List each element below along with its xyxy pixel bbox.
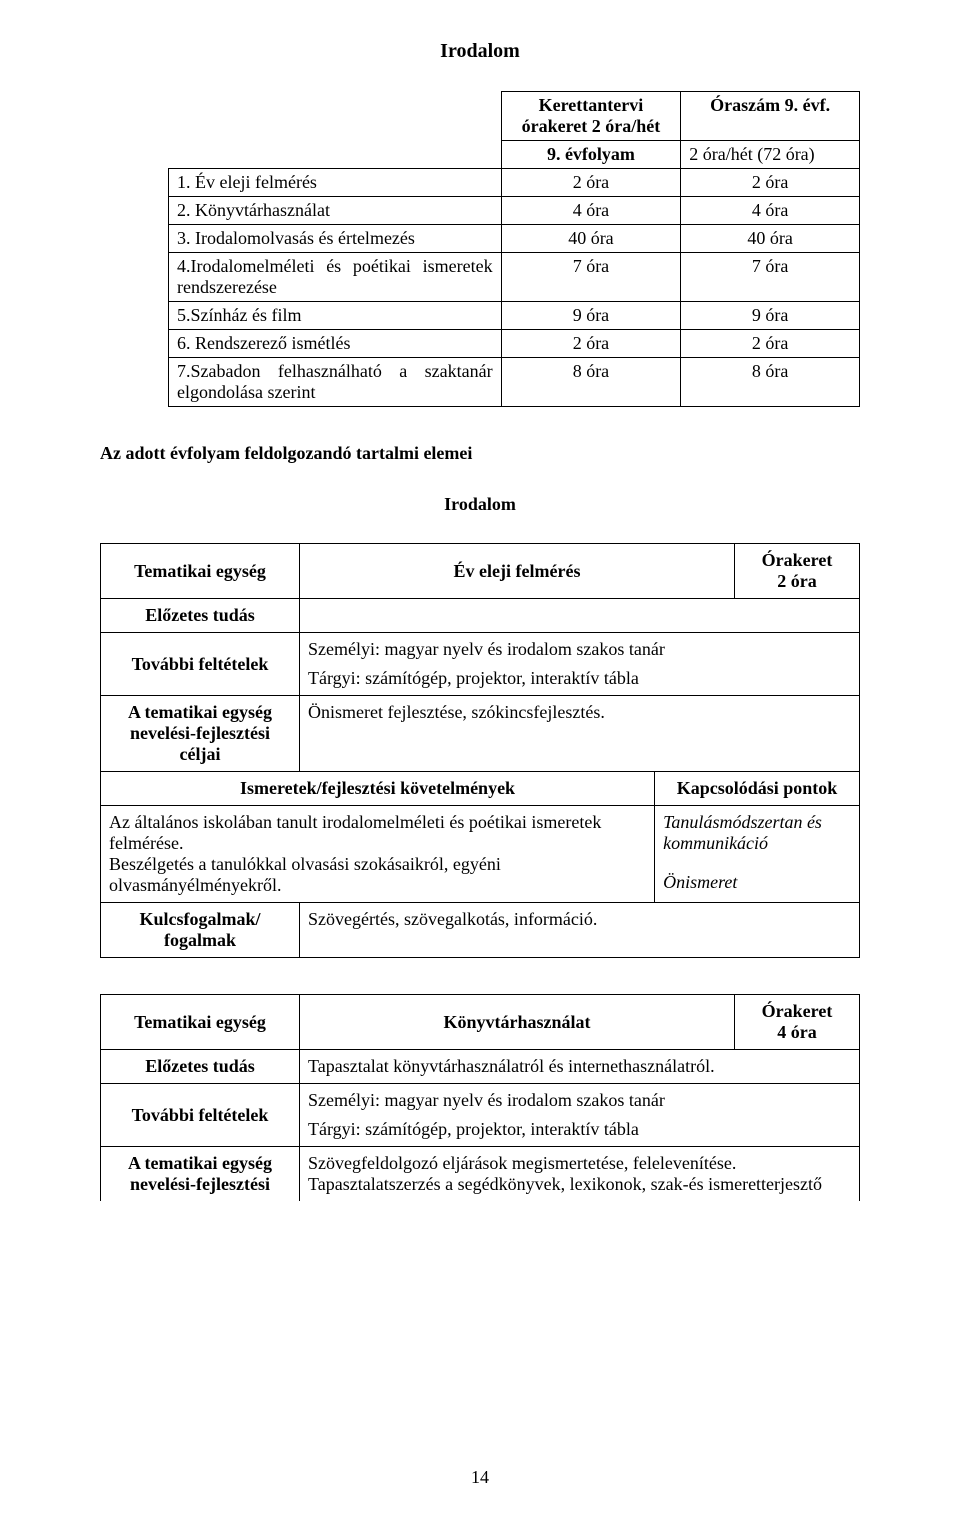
kulcs-value: Szövegértés, szövegalkotás, információ. [300,903,860,958]
requirements-header: Ismeretek/fejlesztési követelmények [101,772,655,806]
table-row: Tematikai egység Könyvtárhasználat Órake… [101,995,860,1050]
elozetes-label: Előzetes tudás [101,1050,300,1084]
row-label: 1. Év eleji felmérés [169,169,502,197]
table-row: Előzetes tudás Tapasztalat könyvtárhaszn… [101,1050,860,1084]
unit-table-1: Tematikai egység Év eleji felmérés Órake… [100,543,860,958]
kapcsolodasi-header: Kapcsolódási pontok [655,772,860,806]
row-col-a: 4 óra [501,197,681,225]
elozetes-value: Tapasztalat könyvtárhasználatról és inte… [300,1050,860,1084]
row-col-b: 7 óra [681,253,860,302]
header-line: órakeret 2 óra/hét [522,116,661,136]
row-label: 3. Irodalomolvasás és értelmezés [169,225,502,253]
row-label: 2. Könyvtárhasználat [169,197,502,225]
tematikai-label: Tematikai egység [101,544,300,599]
tovabbi-label: További feltételek [101,1084,300,1147]
text-line: Az általános iskolában tanult irodalomel… [109,812,601,853]
tematikai-value: Év eleji felmérés [300,544,735,599]
table-row: 1. Év eleji felmérés2 óra2 óra [169,169,860,197]
celjai-value: Önismeret fejlesztése, szókincsfejleszté… [300,696,860,772]
requirements-body: Az általános iskolában tanult irodalomel… [101,806,655,903]
row-col-a: 8 óra [501,358,681,407]
text-line: Személyi: magyar nyelv és irodalom szako… [308,1090,851,1111]
table-row: A tematikai egység nevelési-fejlesztési … [101,1147,860,1202]
table-row: Kulcsfogalmak/ fogalmak Szövegértés, szö… [101,903,860,958]
table-row: 2. Könyvtárhasználat4 óra4 óra [169,197,860,225]
table-row: 6. Rendszerező ismétlés2 óra2 óra [169,330,860,358]
row-col-a: 2 óra [501,169,681,197]
orakeret-cell: Órakeret 4 óra [735,995,860,1050]
text-line: Tárgyi: számítógép, projektor, interaktí… [308,1119,851,1140]
text-line: Beszélgetés a tanulókkal olvasási szokás… [109,854,501,895]
table-row: Ismeretek/fejlesztési követelmények Kapc… [101,772,860,806]
row-col-b: 2 óra [681,330,860,358]
celjai-label: A tematikai egység nevelési-fejlesztési [101,1147,300,1202]
tematikai-label: Tematikai egység [101,995,300,1050]
kapcsolodasi-body: Tanulásmódszertan és kommunikáció Önisme… [655,806,860,903]
table-row: 5.Színház és film9 óra9 óra [169,302,860,330]
table-row: 7.Szabadon felhasználható a szaktanár el… [169,358,860,407]
table-row: További feltételek Személyi: magyar nyel… [101,1084,860,1147]
kulcs-label: Kulcsfogalmak/ fogalmak [101,903,300,958]
row-col-a: 7 óra [501,253,681,302]
sub-heading: Irodalom [100,494,860,515]
section-heading: Az adott évfolyam feldolgozandó tartalmi… [100,443,860,464]
hours-header-2: Óraszám 9. évf. [681,92,860,141]
page: Irodalom Kerettantervi órakeret 2 óra/hé… [0,0,960,1518]
table-row: További feltételek Személyi: magyar nyel… [101,633,860,696]
elozetes-value [300,599,860,633]
page-number: 14 [0,1467,960,1488]
orakeret-value: 2 óra [777,571,817,591]
row-label: 6. Rendszerező ismétlés [169,330,502,358]
tematikai-value: Könyvtárhasználat [300,995,735,1050]
header-line: Kerettantervi [539,95,644,115]
page-title: Irodalom [100,40,860,63]
table-row: 4.Irodalomelméleti és poétikai ismeretek… [169,253,860,302]
table-row: Előzetes tudás [101,599,860,633]
table-row: A tematikai egység nevelési-fejlesztési … [101,696,860,772]
table-row: Kerettantervi órakeret 2 óra/hét Óraszám… [169,92,860,141]
table-row: Az általános iskolában tanult irodalomel… [101,806,860,903]
orakeret-value: 4 óra [777,1022,817,1042]
orakeret-cell: Órakeret 2 óra [735,544,860,599]
row-label: 5.Színház és film [169,302,502,330]
table-row: Tematikai egység Év eleji felmérés Órake… [101,544,860,599]
elozetes-label: Előzetes tudás [101,599,300,633]
orakeret-label: Órakeret [762,550,833,570]
celjai-value: Szövegfeldolgozó eljárások megismertetés… [300,1147,860,1202]
tovabbi-value: Személyi: magyar nyelv és irodalom szako… [300,1084,860,1147]
tovabbi-label: További feltételek [101,633,300,696]
unit-table-2: Tematikai egység Könyvtárhasználat Órake… [100,994,860,1201]
grade-cell-a: 9. évfolyam [501,141,681,169]
row-col-b: 9 óra [681,302,860,330]
text-line: Tárgyi: számítógép, projektor, interaktí… [308,668,851,689]
text-line: Tanulásmódszertan és kommunikáció [663,812,851,854]
table-row: 3. Irodalomolvasás és értelmezés40 óra40… [169,225,860,253]
row-col-a: 2 óra [501,330,681,358]
text-line: Személyi: magyar nyelv és irodalom szako… [308,639,851,660]
row-col-a: 40 óra [501,225,681,253]
row-col-a: 9 óra [501,302,681,330]
hours-header-1: Kerettantervi órakeret 2 óra/hét [501,92,681,141]
row-col-b: 2 óra [681,169,860,197]
row-label: 7.Szabadon felhasználható a szaktanár el… [169,358,502,407]
grade-cell-b: 2 óra/hét (72 óra) [681,141,860,169]
tovabbi-value: Személyi: magyar nyelv és irodalom szako… [300,633,860,696]
row-col-b: 40 óra [681,225,860,253]
row-col-b: 8 óra [681,358,860,407]
orakeret-label: Órakeret [762,1001,833,1021]
row-col-b: 4 óra [681,197,860,225]
row-label: 4.Irodalomelméleti és poétikai ismeretek… [169,253,502,302]
hours-table: Kerettantervi órakeret 2 óra/hét Óraszám… [168,91,860,407]
empty-cell [169,92,502,169]
celjai-label: A tematikai egység nevelési-fejlesztési … [101,696,300,772]
text-line: Önismeret [663,872,851,893]
